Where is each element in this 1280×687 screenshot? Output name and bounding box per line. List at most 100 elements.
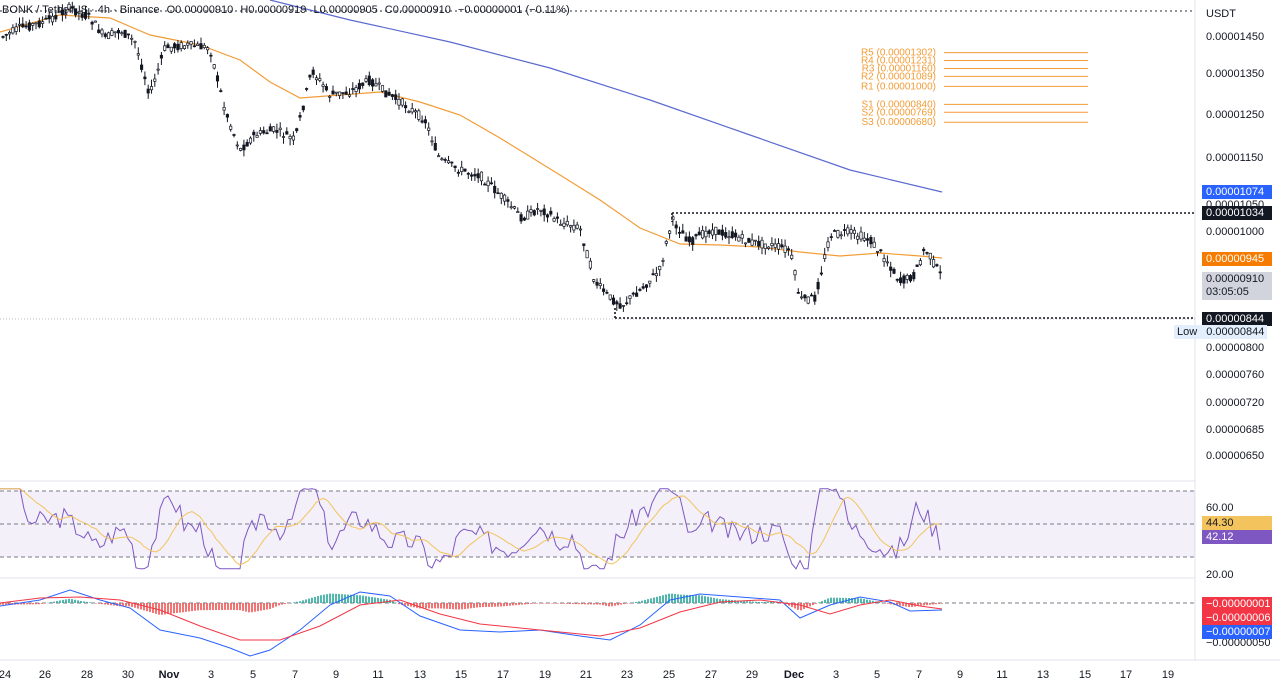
ohlc-change: −0.00000001 (−0.11%): [457, 4, 570, 16]
candle-body: [235, 144, 239, 147]
macd-hist-bar: [20, 603, 22, 605]
macd-hist-bar: [278, 603, 280, 606]
macd-hist-bar: [113, 603, 115, 606]
macd-hist-bar: [404, 603, 406, 606]
macd-hist-bar: [491, 603, 493, 607]
candle-body: [615, 301, 619, 305]
macd-hist-bar: [611, 603, 613, 607]
macd-hist-bar: [518, 603, 520, 605]
macd-hist-bar: [650, 598, 652, 603]
candle-body: [879, 249, 883, 252]
macd-hist-bar: [467, 603, 469, 609]
candle-body: [509, 206, 513, 209]
macd-hist-bar: [218, 603, 220, 611]
candle-body: [585, 250, 589, 259]
macd-hist-bar: [842, 597, 844, 603]
candle-body: [522, 217, 526, 221]
rsi-ma-tag: 42.12: [1202, 530, 1272, 544]
macd-hist-bar: [647, 599, 649, 603]
price-tick: 0.00000800: [1206, 342, 1264, 354]
time-axis: 24 26 28 30 Nov 3 5 7 9 11 13 15 17 19 21 23 25 27 29 Dec 3 5…: [0, 669, 1174, 681]
candle-body: [803, 294, 807, 299]
ma200-path: [269, 0, 943, 193]
candle-body: [239, 148, 243, 151]
candle-body: [658, 266, 662, 271]
candle-body: [757, 240, 761, 247]
candle-body: [750, 239, 754, 246]
macd-hist-bar: [578, 603, 580, 605]
macd-hist-bar: [80, 600, 82, 603]
candle-body: [146, 88, 150, 94]
macd-hist-bar: [50, 602, 52, 603]
macd-hist-bar: [797, 603, 799, 610]
candle-body: [885, 261, 889, 264]
macd-hist-bar: [431, 603, 433, 609]
candle-body: [783, 245, 787, 253]
macd-hist-bar: [365, 596, 367, 603]
macd-hist-bar: [335, 593, 337, 603]
macd-hist-bar: [896, 603, 898, 606]
candle-body: [255, 135, 259, 138]
candle-body: [476, 173, 480, 179]
candle-body: [648, 280, 652, 284]
rsi-line: [0, 488, 941, 570]
candle-body: [17, 23, 22, 26]
candle-body: [489, 182, 493, 185]
macd-hist-bar: [755, 601, 757, 603]
macd-hist-bar: [872, 600, 874, 603]
macd-hist-bar: [338, 594, 340, 603]
candle-body: [734, 232, 738, 238]
candle-body: [595, 281, 599, 286]
symbol-pair[interactable]: BONK / TetherUS · 4h · Binance: [2, 4, 160, 16]
macd-hist-bar: [101, 603, 103, 605]
candle-body: [569, 225, 573, 228]
macd-hist-bar: [398, 603, 400, 605]
macd-hist-bar: [59, 600, 61, 603]
macd-hist-bar: [821, 601, 823, 603]
candle-body: [305, 88, 309, 90]
currency-label[interactable]: USDT: [1206, 8, 1236, 20]
macd-hist-bar: [452, 603, 454, 610]
candle-body: [602, 288, 606, 292]
macd-hist-bar: [818, 602, 820, 603]
candle-body: [41, 21, 45, 24]
candle-body: [753, 239, 757, 242]
time-tick: 19: [1162, 669, 1174, 681]
macd-hist-bar: [482, 603, 484, 608]
macd-hist-bar: [836, 597, 838, 603]
macd-hist-bar: [248, 603, 250, 613]
time-tick: 11: [372, 669, 383, 681]
candle-body: [529, 209, 533, 213]
macd-hist-bar: [806, 603, 808, 608]
macd-hist-bar: [134, 603, 136, 608]
time-tick: 15: [455, 669, 467, 681]
macd-hist-bar: [26, 603, 28, 605]
time-tick: 13: [1037, 669, 1049, 681]
candle-body: [621, 305, 625, 307]
candle-body: [611, 297, 616, 305]
candle-body: [697, 231, 701, 236]
candle-body: [126, 33, 130, 36]
candle-body: [11, 27, 15, 34]
candle-body: [526, 210, 530, 220]
candle-body: [691, 237, 695, 245]
candle-body: [8, 32, 12, 35]
time-tick: 3: [833, 669, 839, 681]
candle-body: [773, 243, 777, 248]
macd-hist-bar: [311, 597, 313, 603]
macd-hist-bar: [926, 603, 928, 606]
time-tick: 9: [333, 669, 339, 681]
macd-hist-bar: [380, 598, 382, 603]
macd-hist-bar: [41, 603, 43, 604]
macd-hist-bar: [596, 603, 598, 605]
candle-body: [225, 114, 229, 118]
pivot-label: R5 (0.00001302): [861, 48, 936, 59]
macd-hist-bar: [503, 603, 505, 607]
time-tick: 28: [81, 669, 93, 681]
macd-hist-bar: [788, 603, 790, 606]
candle-body: [823, 254, 827, 259]
macd-hist-bar: [287, 603, 289, 604]
candle-body: [654, 273, 658, 277]
candle-body: [846, 227, 850, 235]
